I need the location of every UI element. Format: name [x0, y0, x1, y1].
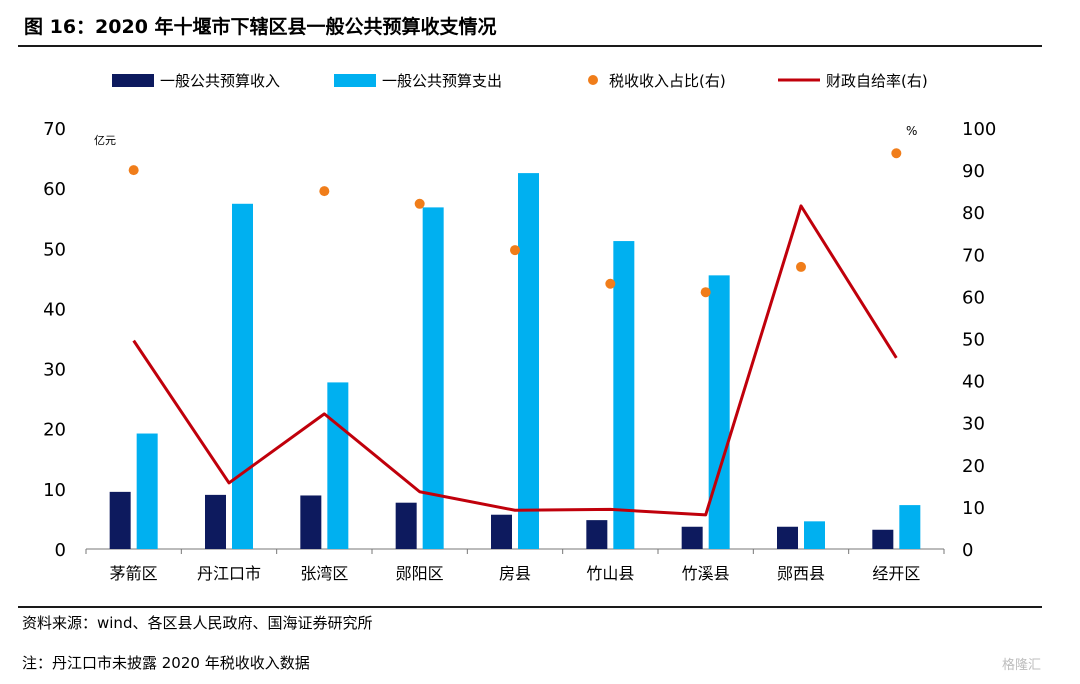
point-tax-share: [510, 245, 520, 256]
bar-revenue: [872, 529, 894, 549]
y-left-tick-label: 70: [43, 119, 66, 140]
marks: [109, 148, 921, 550]
y-left-tick-label: 40: [43, 299, 66, 320]
y-left-unit-label: 亿元: [94, 134, 116, 147]
top-rule: [18, 45, 1042, 47]
y-right-tick-label: 60: [962, 287, 985, 308]
bar-expenditure: [327, 382, 349, 549]
point-tax-share: [128, 165, 139, 176]
y-right-tick-label: 20: [962, 456, 985, 477]
x-tick-label: 郧阳区: [396, 564, 444, 583]
bar-revenue: [109, 491, 131, 549]
bar-expenditure: [708, 275, 730, 549]
x-tick-label: 郧西县: [777, 564, 825, 583]
chart: 一般公共预算收入 一般公共预算支出 税收收入占比(右) 财政自给率(右) 茅箭区 丹江口…: [43, 72, 996, 583]
legend-label: 财政自给率(右): [826, 72, 928, 90]
legend-label: 税收收入占比(右): [609, 72, 726, 90]
y-left-tick-label: 20: [43, 420, 66, 441]
y-right-tick-label: 70: [962, 245, 985, 266]
point-tax-share: [605, 278, 616, 289]
y-left-tick-label: 30: [43, 360, 66, 381]
y-right-tick-label: 10: [962, 498, 985, 519]
watermark: 格隆汇: [1002, 658, 1042, 673]
y-left-tick-label: 60: [43, 179, 66, 200]
legend-label: 一般公共预算收入: [160, 72, 280, 90]
x-tick-label: 经开区: [872, 564, 920, 583]
y-right-tick-label: 100: [962, 119, 996, 140]
y-right-tick-label: 0: [962, 540, 973, 561]
footnote: 注：丹江口市未披露 2020 年税收收入数据: [22, 654, 310, 672]
y-left-tick-label: 10: [43, 480, 66, 501]
bottom-rule: [18, 606, 1042, 608]
point-tax-share: [700, 287, 711, 298]
y-left-tick-label: 50: [43, 239, 66, 260]
legend: 一般公共预算收入 一般公共预算支出 税收收入占比(右) 财政自给率(右): [112, 72, 928, 90]
bar-expenditure: [804, 521, 825, 549]
point-tax-share: [796, 261, 806, 272]
y-right-tick-label: 90: [962, 161, 985, 182]
bar-expenditure: [613, 241, 635, 549]
bar-revenue: [395, 502, 417, 549]
bar-revenue: [300, 495, 322, 549]
x-tick-label: 丹江口市: [197, 564, 261, 583]
y-right-unit-label: %: [906, 124, 917, 138]
x-tick-label: 房县: [499, 564, 531, 583]
legend-swatch: [588, 75, 598, 85]
bar-expenditure: [136, 433, 158, 549]
y-right-tick-label: 50: [962, 330, 985, 351]
bar-revenue: [681, 526, 703, 549]
point-tax-share: [319, 186, 330, 197]
bar-revenue: [205, 494, 226, 549]
legend-swatch: [334, 74, 376, 87]
bar-expenditure: [422, 207, 444, 550]
legend-label: 一般公共预算支出: [382, 72, 502, 90]
x-tick-label: 张湾区: [300, 564, 348, 583]
bar-revenue: [586, 520, 608, 549]
point-tax-share: [414, 198, 425, 209]
y-left-tick-label: 0: [55, 540, 66, 561]
line-self-sufficiency: [132, 204, 898, 517]
point-tax-share: [891, 148, 902, 159]
x-tick-label: 茅箭区: [110, 564, 158, 583]
y-right-tick-label: 40: [962, 372, 985, 393]
axes: 茅箭区 丹江口市 张湾区 郧阳区 房县 竹山县 竹溪县 郧西县 经开区 0 10 20 30 40 50 60…: [43, 119, 996, 583]
y-right-tick-label: 30: [962, 414, 985, 435]
x-tick-label: 竹山县: [586, 564, 634, 583]
source-note: 资料来源：wind、各区县人民政府、国海证券研究所: [22, 614, 373, 632]
legend-swatch: [112, 74, 154, 87]
bar-revenue: [491, 514, 512, 549]
bar-revenue: [777, 526, 798, 549]
bar-expenditure: [899, 505, 921, 549]
bar-expenditure: [518, 173, 539, 549]
bar-expenditure: [232, 203, 253, 549]
figure-title: 图 16：2020 年十堰市下辖区县一般公共预算收支情况: [24, 16, 497, 38]
x-tick-label: 竹溪县: [682, 564, 730, 583]
y-right-tick-label: 80: [962, 203, 985, 224]
